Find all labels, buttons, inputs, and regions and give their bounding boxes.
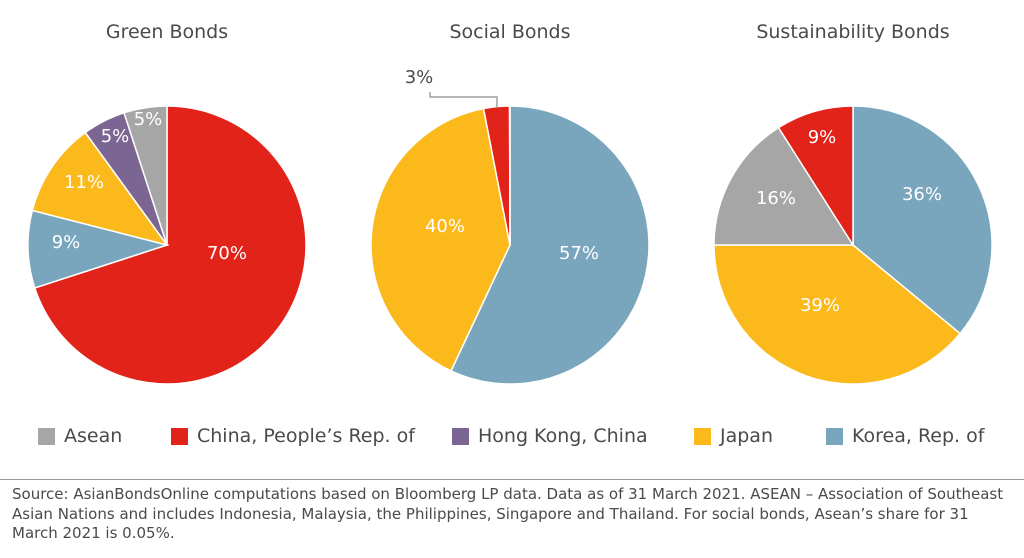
legend-swatch-asean — [38, 427, 55, 445]
legend-item-hongkong: Hong Kong, China — [452, 425, 648, 447]
slice-label-0-asean: 5% — [134, 109, 163, 130]
legend-label-asean: Asean — [64, 425, 123, 447]
legend-label-korea: Korea, Rep. of — [852, 425, 985, 447]
pie-slice-2-china — [777, 105, 854, 248]
slice-label-2-japan: 39% — [800, 295, 840, 316]
legend-label-japan: Japan — [720, 425, 773, 447]
legend-swatch-korea — [826, 427, 843, 445]
slice-label-2-china: 9% — [808, 127, 837, 148]
chart-title-0: Green Bonds — [106, 21, 228, 43]
slice-label-2-korea: 36% — [902, 184, 942, 205]
legend-label-hongkong: Hong Kong, China — [478, 425, 648, 447]
pie-slice-0-china — [33, 105, 307, 385]
legend-swatch-hongkong — [452, 427, 469, 445]
pie-slice-0-asean — [123, 105, 168, 246]
legend-item-korea: Korea, Rep. of — [826, 425, 984, 447]
slice-label-2-asean: 16% — [756, 188, 796, 209]
source-note: Source: AsianBondsOnline computations ba… — [12, 485, 1004, 542]
pie-slice-2-asean — [713, 126, 855, 246]
slice-label-0-china: 70% — [207, 243, 247, 264]
pie-slice-2-korea — [852, 105, 993, 335]
legend: Asean China, People’s Rep. of Hong Kong,… — [0, 425, 1024, 455]
slice-label-0-hongkong: 5% — [101, 126, 130, 147]
slice-label-1-japan: 40% — [425, 216, 465, 237]
slice-label-0-korea: 9% — [52, 232, 81, 253]
legend-item-asean: Asean — [38, 425, 122, 447]
legend-item-japan: Japan — [694, 425, 773, 447]
chart-title-1: Social Bonds — [449, 21, 570, 43]
slice-label-1-china: 3% — [405, 67, 434, 88]
slice-label-0-japan: 11% — [64, 172, 104, 193]
pie-slice-1-korea — [450, 105, 650, 385]
divider — [0, 479, 1024, 480]
pie-charts: Green Bonds 70% 9% 11% 5%5% Social Bonds 57% 40… — [27, 21, 993, 385]
callout-line-1 — [429, 92, 498, 108]
slice-label-1-korea: 57% — [559, 243, 599, 264]
pie-slice-1-japan — [370, 107, 511, 372]
legend-swatch-japan — [694, 427, 711, 445]
legend-label-china: China, People’s Rep. of — [197, 425, 415, 447]
pie-slice-2-japan — [713, 244, 962, 385]
legend-swatch-china — [171, 427, 188, 445]
pie-slice-0-korea — [27, 209, 170, 289]
pie-slice-0-japan — [31, 131, 169, 247]
chart-title-2: Sustainability Bonds — [756, 21, 949, 43]
legend-item-china: China, People’s Rep. of — [171, 425, 415, 447]
